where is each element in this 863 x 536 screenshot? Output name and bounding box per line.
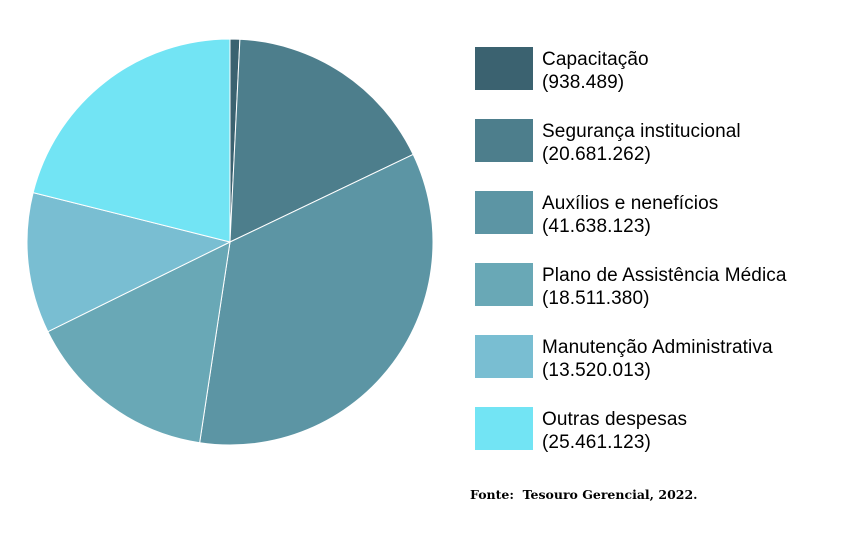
legend-swatch: [475, 263, 533, 306]
pie-slice-6: [32, 38, 231, 243]
legend-label: Plano de Assistência Médica: [542, 265, 787, 286]
legend-swatch: [475, 335, 533, 378]
pie-slice-5: [26, 192, 231, 333]
source-note: Fonte: Tesouro Gerencial, 2022.: [470, 487, 698, 502]
legend-entry-plano-assistencia: Plano de Assistência Médica (18.511.380): [475, 263, 787, 310]
pie-slice-4: [47, 241, 231, 444]
legend-swatch: [475, 191, 533, 234]
legend-value: (20.681.262): [542, 144, 651, 165]
legend-entry-outras-despesas: Outras despesas (25.461.123): [475, 407, 787, 454]
legend-entry-manutencao: Manutenção Administrativa (13.520.013): [475, 335, 787, 382]
pie-chart-area: [26, 38, 434, 446]
legend-entry-auxilios: Auxílios e nenefícios (41.638.123): [475, 191, 787, 238]
legend-value: (41.638.123): [542, 216, 651, 237]
legend-label: Capacitação: [542, 49, 649, 70]
legend-value: (18.511.380): [542, 288, 650, 309]
legend-label: Manutenção Administrativa: [542, 337, 773, 358]
legend-label: Segurança institucional: [542, 121, 741, 142]
legend-value: (13.520.013): [542, 360, 651, 381]
legend-value: (938.489): [542, 72, 625, 93]
pie-slice-3: [199, 153, 434, 446]
legend: Capacitação (938.489) Segurança instituc…: [475, 47, 787, 454]
pie-chart: [26, 38, 434, 446]
legend-entry-capacitacao: Capacitação (938.489): [475, 47, 787, 94]
legend-value: (25.461.123): [542, 432, 651, 453]
legend-entry-seguranca: Segurança institucional (20.681.262): [475, 119, 787, 166]
legend-swatch: [475, 119, 533, 162]
legend-label: Outras despesas: [542, 409, 688, 430]
pie-slice-2: [229, 38, 414, 243]
legend-swatch: [475, 47, 533, 90]
legend-label: Auxílios e nenefícios: [542, 193, 719, 214]
legend-swatch: [475, 407, 533, 450]
